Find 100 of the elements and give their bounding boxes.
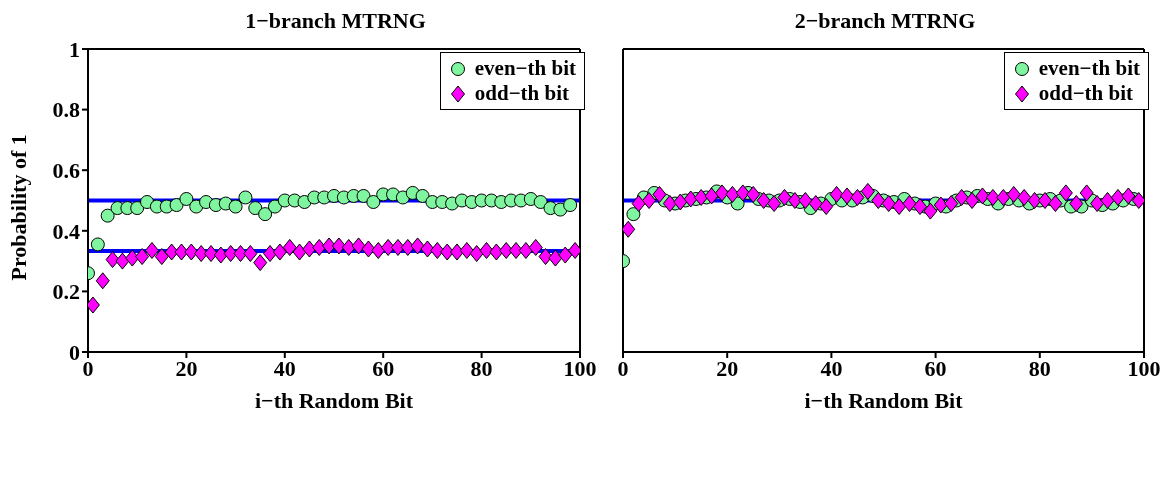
point <box>819 198 834 216</box>
point <box>341 238 356 256</box>
y-tick-label: 0 <box>69 339 80 365</box>
point <box>985 188 1000 206</box>
point <box>1058 184 1073 202</box>
point <box>415 188 430 203</box>
x-axis-title: i−th Random Bit <box>254 388 414 413</box>
x-tick-label: 80 <box>1028 355 1051 381</box>
y-tick-label: 0.4 <box>52 218 80 244</box>
point <box>652 185 667 203</box>
point <box>297 195 312 210</box>
point <box>746 185 761 203</box>
point <box>410 237 425 255</box>
point <box>390 238 405 256</box>
point <box>400 238 415 256</box>
point <box>267 199 282 214</box>
point <box>272 243 287 261</box>
y-tick-label: 0.6 <box>52 158 80 184</box>
legend-label: even−th bit <box>1038 56 1140 81</box>
point <box>95 272 110 290</box>
point <box>1038 192 1053 209</box>
point <box>469 245 484 263</box>
point <box>996 188 1011 206</box>
point <box>169 198 184 213</box>
point <box>860 182 875 200</box>
point <box>683 190 698 208</box>
point <box>1121 187 1136 205</box>
point <box>944 195 959 213</box>
x-tick-label: 60 <box>372 355 395 381</box>
x-tick-label: 100 <box>563 355 597 381</box>
point <box>130 201 145 216</box>
point <box>631 195 646 213</box>
legend-label: odd−th bit <box>474 81 570 106</box>
x-tick-label: 0 <box>617 355 629 381</box>
point <box>798 192 813 209</box>
point <box>1017 188 1032 206</box>
x-tick-label: 40 <box>273 355 296 381</box>
point <box>154 248 169 266</box>
point <box>923 202 938 220</box>
point <box>1027 192 1042 209</box>
point <box>714 184 729 202</box>
legend-label: even−th bit <box>474 56 576 81</box>
point <box>975 187 990 205</box>
point <box>144 241 159 259</box>
point <box>756 192 771 209</box>
point <box>420 240 435 258</box>
point <box>787 192 802 209</box>
point <box>912 198 927 216</box>
point <box>90 237 105 252</box>
point <box>735 184 750 202</box>
point <box>1069 195 1084 213</box>
point <box>248 201 263 216</box>
point <box>164 243 179 261</box>
point <box>238 190 253 205</box>
point <box>356 188 371 203</box>
point <box>361 240 376 258</box>
x-tick-label: 60 <box>924 355 947 381</box>
point <box>518 241 533 259</box>
point <box>623 220 636 238</box>
x-tick-label: 80 <box>470 355 493 381</box>
point <box>548 249 563 267</box>
x-tick-label: 20 <box>175 355 198 381</box>
point <box>704 187 719 205</box>
point <box>1110 188 1125 206</box>
point <box>871 192 886 209</box>
point <box>626 207 641 222</box>
point <box>673 193 688 211</box>
point <box>395 190 410 205</box>
point <box>213 246 228 264</box>
point <box>179 191 194 206</box>
point <box>1006 185 1021 203</box>
point <box>558 246 573 264</box>
point <box>850 188 865 206</box>
y-tick-label: 0.8 <box>52 97 80 123</box>
point <box>694 188 709 206</box>
point <box>282 238 297 256</box>
point <box>954 188 969 206</box>
point <box>642 192 657 209</box>
point <box>366 195 381 210</box>
x-tick-label: 40 <box>820 355 843 381</box>
point <box>115 252 130 270</box>
point <box>1090 195 1105 213</box>
x-axis-title: i−th Random Bit <box>804 388 964 413</box>
legend-label: odd−th bit <box>1038 81 1134 106</box>
point <box>725 185 740 203</box>
point <box>563 198 578 213</box>
point <box>331 237 346 255</box>
point <box>223 245 238 263</box>
point <box>933 196 948 214</box>
point <box>479 241 494 259</box>
chart-title: 1−branch MTRNG <box>244 8 427 35</box>
point <box>135 248 150 266</box>
point <box>430 241 445 259</box>
point <box>1079 184 1094 202</box>
point <box>777 188 792 206</box>
point <box>243 245 258 263</box>
point <box>533 195 548 210</box>
point <box>1131 192 1144 209</box>
point <box>371 241 386 259</box>
point <box>302 240 317 258</box>
